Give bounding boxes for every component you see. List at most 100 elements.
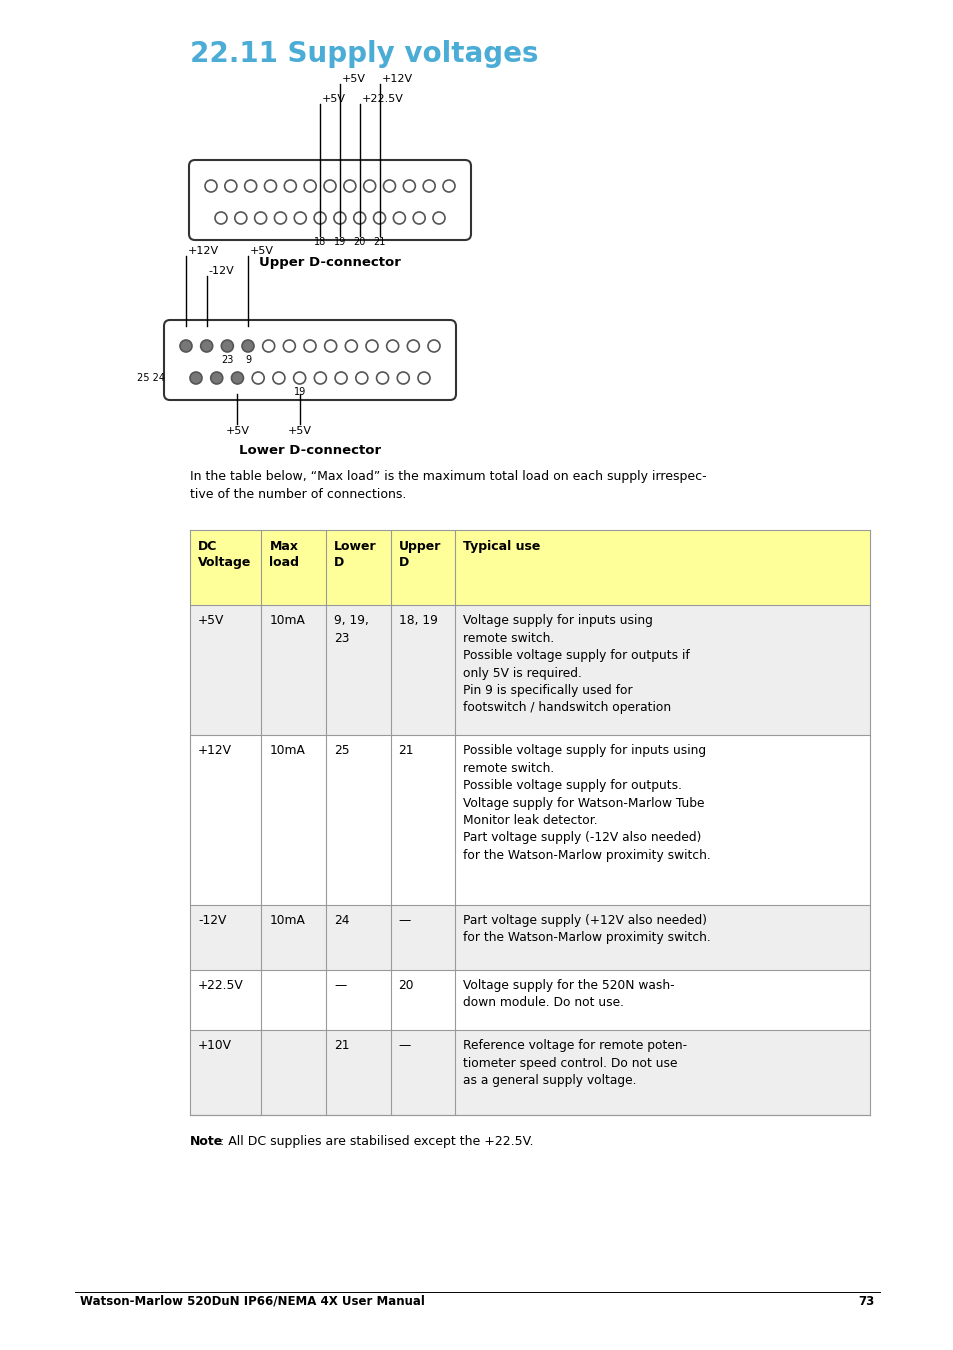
Text: 9: 9 — [245, 355, 251, 364]
Circle shape — [335, 373, 347, 383]
Circle shape — [274, 212, 286, 224]
Bar — [190, 605, 869, 734]
Bar — [190, 904, 869, 971]
Circle shape — [345, 340, 357, 352]
Circle shape — [376, 373, 388, 383]
Circle shape — [225, 180, 236, 192]
Circle shape — [264, 180, 276, 192]
Circle shape — [314, 212, 326, 224]
Circle shape — [314, 373, 326, 383]
Text: 20: 20 — [354, 238, 366, 247]
Circle shape — [304, 340, 315, 352]
Circle shape — [284, 180, 296, 192]
Circle shape — [180, 340, 192, 352]
Circle shape — [200, 340, 213, 352]
Circle shape — [343, 180, 355, 192]
Text: DC
Voltage: DC Voltage — [198, 540, 251, 568]
Text: 10mA: 10mA — [269, 914, 305, 927]
Circle shape — [334, 212, 346, 224]
Text: -12V: -12V — [209, 266, 234, 275]
Text: In the table below, “Max load” is the maximum total load on each supply irrespec: In the table below, “Max load” is the ma… — [190, 470, 706, 501]
Text: 21: 21 — [398, 744, 414, 757]
Text: 18, 19: 18, 19 — [398, 614, 437, 626]
Circle shape — [214, 212, 227, 224]
Circle shape — [232, 373, 243, 383]
Circle shape — [428, 340, 439, 352]
Text: +12V: +12V — [188, 246, 219, 256]
FancyBboxPatch shape — [164, 320, 456, 400]
Circle shape — [252, 373, 264, 383]
Text: Upper D-connector: Upper D-connector — [259, 256, 400, 269]
Text: Watson-Marlow 520DuN IP66/NEMA 4X User Manual: Watson-Marlow 520DuN IP66/NEMA 4X User M… — [80, 1295, 424, 1308]
Text: 19: 19 — [294, 387, 306, 397]
Circle shape — [374, 212, 385, 224]
Circle shape — [221, 340, 233, 352]
Text: Lower
D: Lower D — [334, 540, 376, 568]
Text: +5V: +5V — [288, 427, 312, 436]
Text: +5V: +5V — [198, 614, 224, 626]
Bar — [190, 971, 869, 1030]
Circle shape — [283, 340, 295, 352]
Text: 21: 21 — [373, 238, 385, 247]
Circle shape — [433, 212, 444, 224]
Circle shape — [396, 373, 409, 383]
Text: 9, 19,
23: 9, 19, 23 — [334, 614, 369, 644]
Text: +12V: +12V — [381, 74, 413, 84]
Text: 22.11 Supply voltages: 22.11 Supply voltages — [190, 40, 537, 68]
Text: +5V: +5V — [322, 95, 346, 104]
Bar — [190, 1030, 869, 1115]
FancyBboxPatch shape — [189, 161, 471, 240]
Text: +22.5V: +22.5V — [361, 95, 403, 104]
Circle shape — [366, 340, 377, 352]
Text: +5V: +5V — [341, 74, 366, 84]
Bar — [190, 531, 869, 605]
Text: 20: 20 — [398, 979, 414, 992]
Text: Part voltage supply (+12V also needed)
for the Watson-Marlow proximity switch.: Part voltage supply (+12V also needed) f… — [463, 914, 710, 945]
Circle shape — [294, 212, 306, 224]
Circle shape — [423, 180, 435, 192]
Text: Voltage supply for inputs using
remote switch.
Possible voltage supply for outpu: Voltage supply for inputs using remote s… — [463, 614, 689, 714]
Text: +5V: +5V — [225, 427, 249, 436]
Circle shape — [354, 212, 365, 224]
Circle shape — [244, 180, 256, 192]
Circle shape — [393, 212, 405, 224]
Circle shape — [254, 212, 266, 224]
Text: +22.5V: +22.5V — [198, 979, 244, 992]
Circle shape — [273, 373, 285, 383]
Circle shape — [324, 340, 336, 352]
Circle shape — [363, 180, 375, 192]
Circle shape — [324, 180, 335, 192]
Text: 25: 25 — [334, 744, 349, 757]
Circle shape — [403, 180, 415, 192]
Text: 10mA: 10mA — [269, 614, 305, 626]
Text: 23: 23 — [221, 355, 233, 364]
Circle shape — [417, 373, 430, 383]
Circle shape — [304, 180, 315, 192]
Text: Reference voltage for remote poten-
tiometer speed control. Do not use
as a gene: Reference voltage for remote poten- tiom… — [463, 1040, 686, 1087]
Text: 18: 18 — [314, 238, 326, 247]
Circle shape — [294, 373, 305, 383]
Text: Note: Note — [190, 1135, 223, 1148]
Circle shape — [211, 373, 222, 383]
Circle shape — [413, 212, 425, 224]
Text: —: — — [398, 914, 411, 927]
Text: +10V: +10V — [198, 1040, 232, 1052]
Text: —: — — [334, 979, 346, 992]
Circle shape — [205, 180, 216, 192]
Text: 19: 19 — [334, 238, 346, 247]
Text: Upper
D: Upper D — [398, 540, 440, 568]
Text: Voltage supply for the 520N wash-
down module. Do not use.: Voltage supply for the 520N wash- down m… — [463, 979, 674, 1010]
Circle shape — [442, 180, 455, 192]
Text: —: — — [398, 1040, 411, 1052]
Circle shape — [234, 212, 247, 224]
Text: +12V: +12V — [198, 744, 232, 757]
Circle shape — [190, 373, 202, 383]
Text: Max
load: Max load — [269, 540, 299, 568]
Circle shape — [242, 340, 253, 352]
Text: -12V: -12V — [198, 914, 226, 927]
Text: Typical use: Typical use — [463, 540, 540, 553]
Text: Lower D-connector: Lower D-connector — [238, 444, 380, 458]
Bar — [190, 734, 869, 905]
Text: +5V: +5V — [250, 246, 274, 256]
Text: 10mA: 10mA — [269, 744, 305, 757]
